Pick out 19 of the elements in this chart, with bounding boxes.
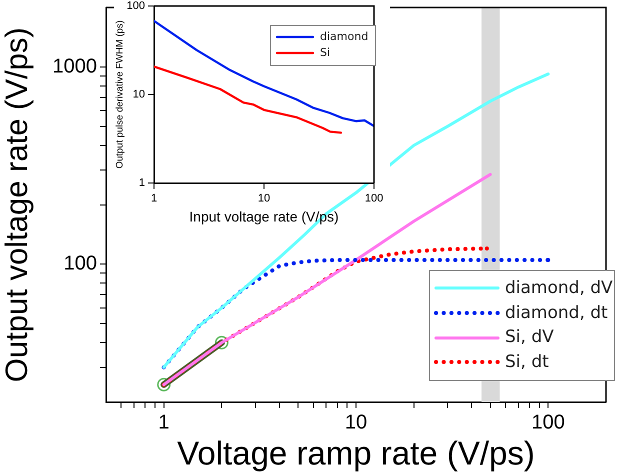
y-tick-label: 100 — [126, 0, 145, 12]
x-tick-label: 1 — [158, 412, 170, 434]
legend-label: diamond, dt — [505, 302, 608, 325]
x-tick-label: 100 — [364, 192, 384, 205]
legend-label: Si — [320, 45, 330, 62]
y-tick-label: 10 — [132, 88, 145, 101]
x-tick-label: 10 — [258, 192, 270, 205]
legend-label: Si, dt — [505, 351, 549, 374]
legend-label: diamond — [320, 29, 368, 46]
y-tick-label: 1000 — [52, 55, 97, 78]
y-axis-title: Output voltage rate (V/ps) — [0, 27, 34, 382]
y-tick-label: 1 — [138, 177, 145, 190]
x-tick-label: 10 — [344, 412, 368, 434]
x-tick-label: 1 — [150, 192, 158, 205]
legend-label: Si, dV — [505, 326, 554, 350]
legend-label: diamond, dV — [505, 277, 613, 300]
y-axis-title: Output pulse derivative FWHM (ps) — [114, 20, 126, 169]
x-axis-title: Voltage ramp rate (V/ps) — [177, 434, 535, 472]
x-tick-label: 100 — [531, 412, 565, 434]
